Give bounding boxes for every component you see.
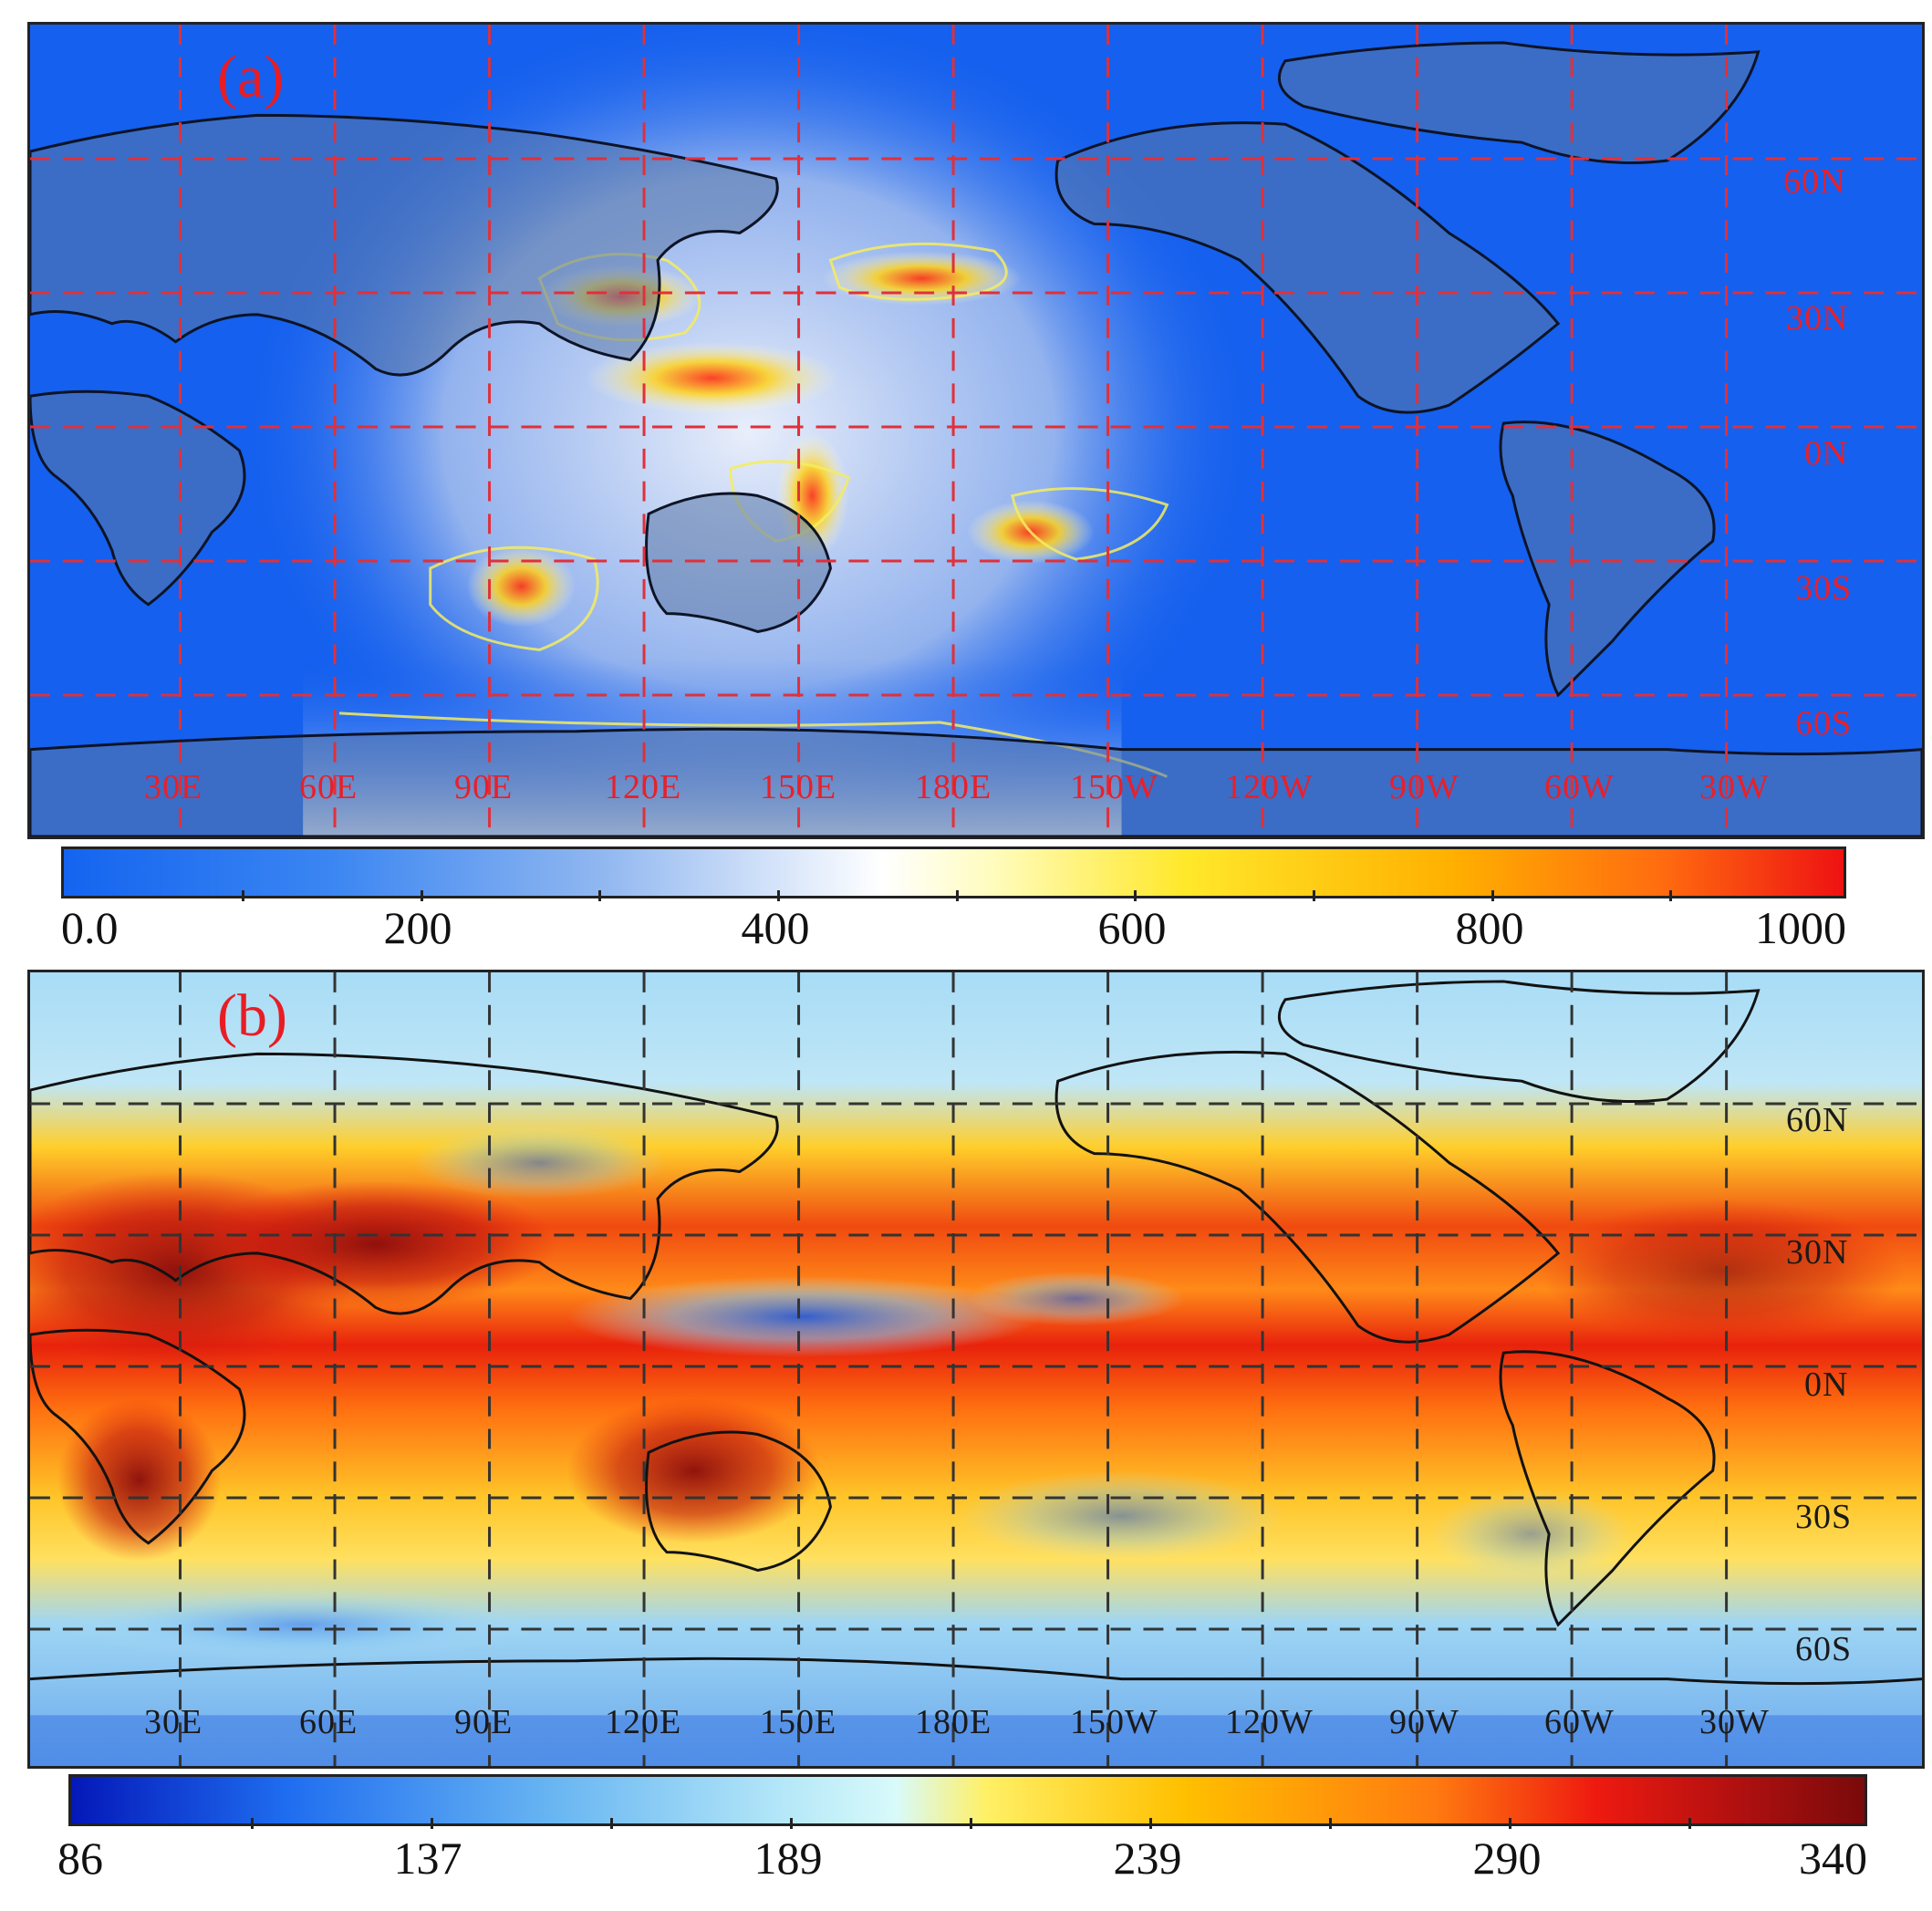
panel-a-tag: (a) — [217, 44, 285, 110]
lat-label: 60N — [1786, 1101, 1849, 1139]
map-panel-a: (a) 30E 60E 90E 120E 150E 180E 150W 120W… — [27, 22, 1925, 839]
lon-label: 150E — [760, 768, 837, 806]
lon-label: 30W — [1699, 1703, 1770, 1741]
map-b-gridlines — [30, 972, 1922, 1766]
map-b-coastlines — [30, 980, 1922, 1686]
colorbar-b-tick: 189 — [753, 1833, 823, 1884]
lon-label: 150E — [760, 1703, 837, 1741]
lon-label: 150W — [1070, 768, 1158, 806]
colorbar-b-tick: 86 — [57, 1833, 103, 1884]
map-a-coastlines — [30, 41, 1922, 836]
lon-label: 180E — [915, 1703, 992, 1741]
lon-label: 120W — [1225, 1703, 1314, 1741]
lat-label: 30N — [1786, 299, 1849, 338]
lat-label: 0N — [1804, 1366, 1849, 1404]
colorbar-a-tick: 400 — [741, 902, 810, 953]
colorbar-b-tick: 340 — [1799, 1833, 1867, 1884]
colorbar-a-tick: 0.0 — [61, 902, 119, 953]
lon-label: 30E — [144, 768, 203, 806]
lon-label: 60W — [1544, 768, 1615, 806]
lat-label: 60N — [1783, 162, 1846, 201]
colorbar-a-tick: 1000 — [1755, 902, 1846, 953]
lon-label: 120E — [605, 1703, 682, 1741]
lon-label: 90W — [1389, 768, 1459, 806]
lon-label: 30E — [144, 1703, 203, 1741]
colorbar-a-tick: 600 — [1097, 902, 1167, 953]
colorbar-b-tick: 290 — [1472, 1833, 1542, 1884]
colorbar-a — [61, 846, 1846, 901]
lon-label: 90E — [454, 768, 514, 806]
lon-label: 60E — [299, 768, 358, 806]
lat-label: 30N — [1786, 1233, 1849, 1272]
lat-label: 30S — [1795, 569, 1853, 608]
lat-label: 0N — [1804, 434, 1849, 473]
lon-label: 180E — [915, 768, 992, 806]
lat-label: 60S — [1795, 1630, 1853, 1668]
lon-label: 120E — [605, 768, 682, 806]
lon-label: 60E — [299, 1703, 358, 1741]
map-a-field — [30, 25, 1922, 836]
lon-label: 60W — [1544, 1703, 1615, 1741]
lon-label: 90E — [454, 1703, 514, 1741]
lat-label: 30S — [1795, 1498, 1853, 1536]
map-panel-b: (b) 30E 60E 90E 120E 150E 180E 150W 120W… — [27, 970, 1925, 1769]
colorbar-a-tick: 800 — [1455, 902, 1524, 953]
colorbar-b — [68, 1774, 1867, 1829]
map-a-gridlines — [30, 25, 1922, 836]
panel-b-tag: (b) — [217, 982, 287, 1049]
colorbar-b-tick: 137 — [393, 1833, 462, 1884]
map-b-field — [30, 972, 1922, 1766]
colorbar-a-tick: 200 — [383, 902, 452, 953]
lat-label: 60S — [1795, 704, 1853, 743]
lon-label: 90W — [1389, 1703, 1459, 1741]
lon-label: 120W — [1225, 768, 1314, 806]
lon-label: 30W — [1699, 768, 1770, 806]
colorbar-b-tick: 239 — [1113, 1833, 1182, 1884]
lon-label: 150W — [1070, 1703, 1158, 1741]
